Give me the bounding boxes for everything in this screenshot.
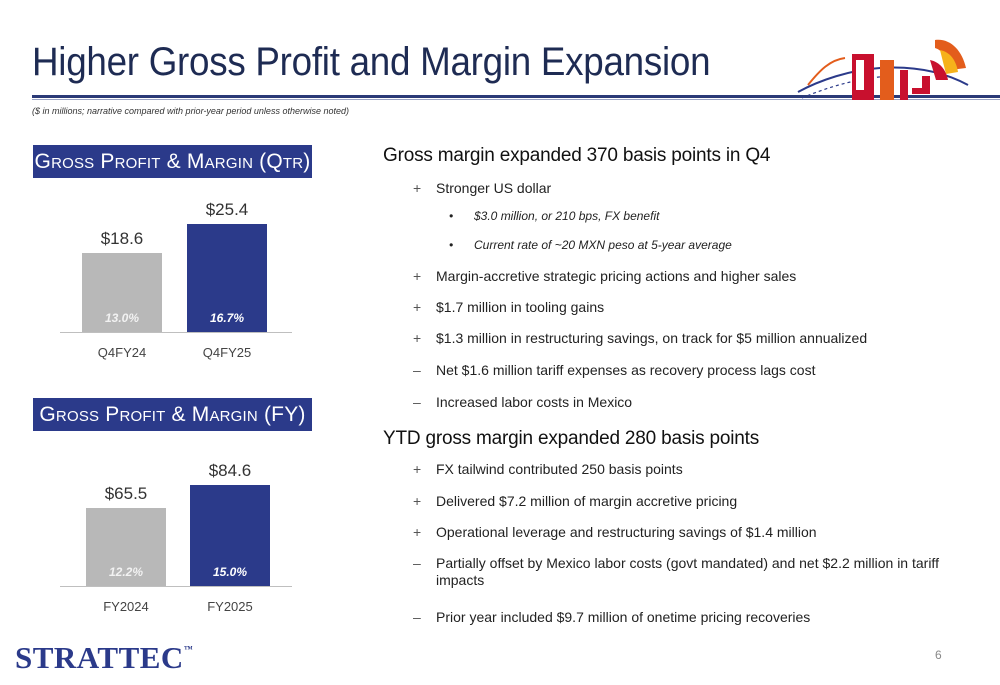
bar-value-label: $65.5: [104, 484, 148, 503]
category-label: Q4FY24: [97, 345, 147, 360]
bar-value-label: $18.6: [100, 229, 144, 248]
bullet-item: + Operational leverage and restructuring …: [413, 524, 953, 541]
bullet-text: Delivered $7.2 million of margin accreti…: [436, 493, 738, 509]
bar-margin-label: 16.7%: [209, 311, 245, 325]
title-rule-thin: [32, 99, 1000, 100]
bullet-mark: •: [449, 238, 454, 252]
bullet-mark: +: [413, 330, 422, 346]
bullet-mark: +: [413, 524, 422, 540]
bullet-text: Net $1.6 million tariff expenses as reco…: [436, 362, 816, 378]
bar-margin-label: 12.2%: [108, 565, 144, 579]
title-rule: [32, 95, 1000, 98]
bullet-item: + Delivered $7.2 million of margin accret…: [413, 493, 953, 510]
sub-bullet-item: • $3.0 million, or 210 bps, FX benefit: [449, 209, 659, 223]
bullet-mark: +: [413, 180, 422, 196]
page-number: 6: [935, 648, 942, 662]
bullet-mark: +: [413, 493, 422, 509]
bullet-text: Increased labor costs in Mexico: [436, 394, 633, 410]
bullet-item: – Partially offset by Mexico labor costs …: [413, 555, 953, 589]
chart-qtr-title: Gross Profit & Margin (Qtr): [33, 145, 312, 178]
bar-value-label: $25.4: [205, 200, 249, 219]
subnote: ($ in millions; narrative compared with …: [32, 106, 349, 116]
bullet-item: + $1.7 million in tooling gains: [413, 299, 953, 316]
bullet-mark: –: [413, 609, 421, 625]
bullet-text: Stronger US dollar: [436, 180, 552, 196]
x-axis-line: [60, 586, 292, 587]
bar-fy2024: [86, 508, 166, 586]
bullet-text: Operational leverage and restructuring s…: [436, 524, 817, 540]
sub-bullet-item: • Current rate of ~20 MXN peso at 5-year …: [449, 238, 732, 252]
bullet-text: FX tailwind contributed 250 basis points: [436, 461, 683, 477]
category-label: FY2025: [207, 599, 253, 614]
bullet-text: $1.3 million in restructuring savings, o…: [436, 330, 868, 346]
bullet-mark: +: [413, 268, 422, 284]
bullet-item: + Stronger US dollar: [413, 180, 953, 197]
section-heading: YTD gross margin expanded 280 basis poin…: [383, 428, 760, 449]
section-heading: Gross margin expanded 370 basis points i…: [383, 145, 771, 166]
bullet-item: + FX tailwind contributed 250 basis point…: [413, 461, 953, 478]
bar-margin-label: 13.0%: [104, 311, 140, 325]
slide-title: Higher Gross Profit and Margin Expansion: [32, 40, 711, 84]
bullet-item: – Increased labor costs in Mexico: [413, 394, 953, 411]
bar-q4fy25: [187, 224, 267, 332]
bar-value-label: $84.6: [208, 461, 252, 480]
bullet-text: Current rate of ~20 MXN peso at 5-year a…: [474, 238, 732, 252]
bar-fy2025: [190, 485, 270, 586]
bullet-item: + Margin-accretive strategic pricing acti…: [413, 268, 953, 285]
x-axis-line: [60, 332, 292, 333]
category-label: Q4FY25: [202, 345, 252, 360]
bullet-mark: •: [449, 209, 454, 223]
bullet-mark: –: [413, 362, 421, 378]
bullet-mark: –: [413, 555, 421, 571]
bullet-item: – Net $1.6 million tariff expenses as rec…: [413, 362, 953, 379]
bullet-text: Partially offset by Mexico labor costs (…: [436, 555, 939, 588]
bullet-mark: –: [413, 394, 421, 410]
chart-fy-title: Gross Profit & Margin (FY): [33, 398, 312, 431]
bullet-item: – Prior year included $9.7 million of one…: [413, 609, 953, 626]
bullet-text: Margin-accretive strategic pricing actio…: [436, 268, 797, 284]
bar-margin-label: 15.0%: [212, 565, 248, 579]
bullet-mark: +: [413, 461, 422, 477]
bullet-text: Prior year included $9.7 million of onet…: [436, 609, 811, 625]
bar-q4fy24: [82, 253, 162, 332]
strattec-logo: STRATTEC™: [15, 640, 194, 675]
decorative-logo-art-icon: [797, 39, 969, 100]
bullet-mark: +: [413, 299, 422, 315]
bullet-text: $3.0 million, or 210 bps, FX benefit: [474, 209, 660, 223]
bullet-text: $1.7 million in tooling gains: [436, 299, 605, 315]
bullet-item: + $1.3 million in restructuring savings, …: [413, 330, 953, 347]
category-label: FY2024: [103, 599, 149, 614]
